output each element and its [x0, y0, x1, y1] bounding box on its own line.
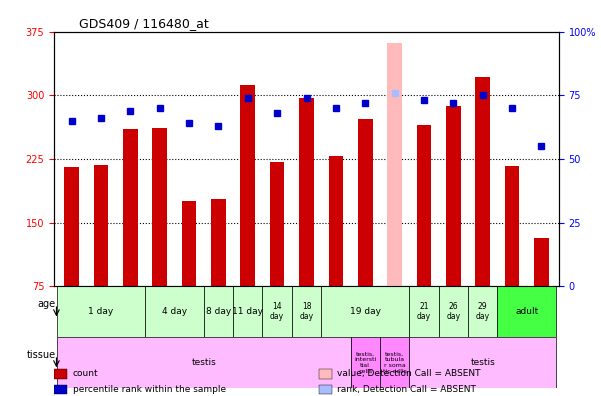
- Bar: [54, 385, 67, 394]
- Bar: [57, 337, 350, 388]
- Bar: [387, 43, 402, 286]
- Bar: [263, 286, 292, 337]
- Bar: [505, 166, 519, 286]
- Bar: [123, 129, 138, 286]
- Bar: [182, 202, 197, 286]
- Text: 29
day: 29 day: [475, 302, 490, 322]
- Bar: [240, 85, 255, 286]
- Bar: [94, 165, 108, 286]
- Text: count: count: [73, 369, 98, 378]
- Bar: [358, 119, 373, 286]
- Bar: [299, 98, 314, 286]
- Bar: [329, 156, 343, 286]
- Text: 11 day: 11 day: [233, 307, 263, 316]
- Bar: [409, 337, 556, 388]
- Bar: [145, 286, 204, 337]
- Bar: [321, 286, 409, 337]
- Text: 1 day: 1 day: [88, 307, 114, 316]
- Text: GDS409 / 116480_at: GDS409 / 116480_at: [79, 17, 209, 30]
- Text: adult: adult: [515, 307, 538, 316]
- Text: 21
day: 21 day: [417, 302, 431, 322]
- Text: testis,
tubula
r soma
tic cells: testis, tubula r soma tic cells: [383, 351, 406, 374]
- Bar: [319, 385, 332, 394]
- Text: 19 day: 19 day: [350, 307, 380, 316]
- Text: percentile rank within the sample: percentile rank within the sample: [73, 385, 226, 394]
- Text: 4 day: 4 day: [162, 307, 187, 316]
- Bar: [416, 125, 432, 286]
- Bar: [468, 286, 497, 337]
- Text: age: age: [37, 299, 55, 309]
- Text: 26
day: 26 day: [446, 302, 460, 322]
- Bar: [292, 286, 321, 337]
- Bar: [211, 199, 226, 286]
- Bar: [64, 168, 79, 286]
- Text: 14
day: 14 day: [270, 302, 284, 322]
- Text: 18
day: 18 day: [299, 302, 314, 322]
- Text: tissue: tissue: [26, 350, 55, 360]
- Bar: [54, 369, 67, 379]
- Text: 8 day: 8 day: [206, 307, 231, 316]
- Bar: [534, 238, 549, 286]
- Text: value, Detection Call = ABSENT: value, Detection Call = ABSENT: [337, 369, 481, 378]
- Bar: [233, 286, 263, 337]
- Text: testis,
intersti
tial
cells: testis, intersti tial cells: [354, 351, 376, 374]
- Text: rank, Detection Call = ABSENT: rank, Detection Call = ABSENT: [337, 385, 476, 394]
- Text: testis: testis: [470, 358, 495, 367]
- Bar: [204, 286, 233, 337]
- Bar: [380, 337, 409, 388]
- Bar: [270, 162, 284, 286]
- Bar: [475, 77, 490, 286]
- Text: testis: testis: [191, 358, 216, 367]
- Bar: [446, 107, 460, 286]
- Bar: [409, 286, 439, 337]
- Bar: [57, 286, 145, 337]
- Bar: [153, 128, 167, 286]
- Bar: [439, 286, 468, 337]
- Bar: [319, 369, 332, 379]
- Bar: [497, 286, 556, 337]
- Bar: [350, 337, 380, 388]
